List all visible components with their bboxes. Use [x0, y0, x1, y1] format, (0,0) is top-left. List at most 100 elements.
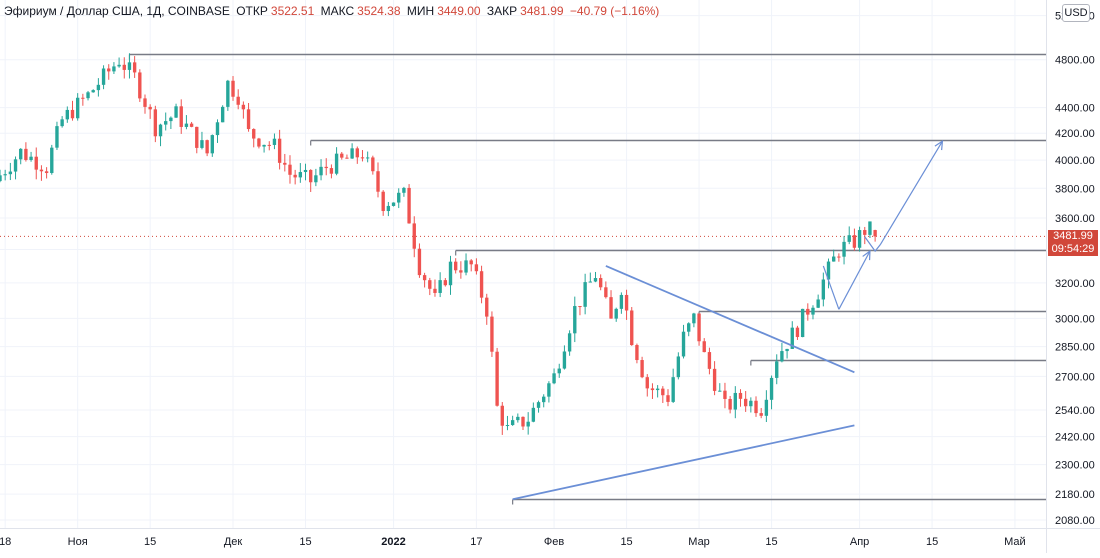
price-tick-label: 3800.00 — [1055, 183, 1095, 195]
time-tick-label: Апр — [850, 536, 869, 548]
price-tick-label: 2540.00 — [1055, 405, 1095, 417]
candle-body — [536, 402, 541, 408]
time-tick-label: 15 — [144, 536, 156, 548]
candle-body — [749, 400, 753, 407]
candle-body — [795, 327, 800, 338]
candle-body — [464, 260, 468, 273]
candle-body — [55, 126, 59, 148]
candle-body — [842, 241, 846, 257]
candle-body — [277, 138, 282, 163]
candle-body — [60, 119, 64, 127]
candle-body — [604, 287, 608, 298]
time-tick-label: 18 — [0, 536, 11, 548]
last-price-marker: 3481.99 09:54:29 — [1048, 230, 1098, 257]
candle-body — [184, 123, 189, 127]
candle-body — [583, 282, 587, 307]
candle-body — [402, 187, 406, 193]
candle-body — [806, 308, 810, 315]
candle-body — [428, 280, 432, 289]
candle-body — [179, 106, 183, 127]
candle-body — [650, 388, 655, 391]
time-tick-label: Дек — [224, 536, 243, 548]
candle-body — [96, 84, 101, 91]
candle-body — [220, 106, 225, 123]
candle-body — [65, 109, 69, 120]
candle-body — [200, 140, 204, 148]
candle-body — [505, 425, 510, 427]
candle-body — [231, 80, 235, 97]
candle-body — [707, 352, 712, 369]
candle-body — [164, 121, 168, 125]
candle-body — [821, 279, 826, 300]
candle-body — [640, 360, 644, 378]
candle-body — [567, 333, 572, 352]
candle-body — [459, 270, 463, 273]
candle-body — [490, 316, 494, 352]
candle-body — [433, 288, 437, 293]
candle-body — [101, 68, 106, 85]
candle-body — [619, 294, 624, 309]
candle-body — [417, 248, 422, 276]
projection-path — [822, 265, 840, 310]
grid — [0, 0, 1046, 528]
candle-body — [153, 109, 158, 137]
candle-body — [764, 399, 769, 416]
low-label: МИН — [406, 4, 435, 18]
candle-body — [775, 361, 779, 378]
time-tick-label: Фев — [544, 536, 564, 548]
candle-body — [474, 264, 479, 272]
candle-body — [573, 306, 577, 334]
candle-body — [324, 166, 328, 169]
candle-body — [0, 175, 2, 182]
candle-body — [485, 297, 489, 317]
candle-body — [837, 256, 841, 258]
candle-body — [780, 351, 784, 362]
candle-body — [8, 171, 13, 175]
candle-body — [702, 341, 706, 353]
candle-body — [873, 230, 877, 237]
candle-body — [29, 156, 33, 160]
candle-body — [138, 72, 142, 99]
price-tick-label: 4200.00 — [1055, 128, 1095, 140]
candle-body — [692, 313, 696, 324]
time-tick-label: 2022 — [381, 536, 405, 548]
projection-arrow-head — [862, 249, 871, 261]
candle-body — [811, 307, 815, 315]
close-label: ЗАКР — [486, 4, 518, 18]
time-tick-label: Май — [1004, 536, 1026, 548]
candle-body — [169, 117, 173, 122]
candle-body — [847, 235, 851, 242]
candle-body — [521, 416, 525, 427]
candle-body — [562, 351, 567, 369]
candle-body — [852, 235, 857, 248]
price-tick-label: 2080.00 — [1055, 515, 1095, 527]
candle-body — [257, 138, 261, 147]
candle-body — [309, 169, 313, 183]
candle-body — [117, 64, 121, 67]
candle-body — [542, 396, 546, 403]
candle-body — [863, 230, 867, 235]
price-tick-label: 4400.00 — [1055, 103, 1095, 115]
candle-body — [609, 297, 613, 319]
candle-body — [754, 400, 758, 414]
projection-arrow-line — [879, 140, 943, 245]
currency-button[interactable]: USD — [1062, 4, 1090, 22]
candle-body — [743, 398, 748, 407]
price-tick-label: 2180.00 — [1055, 489, 1095, 501]
candle-body — [412, 223, 416, 249]
open-value: 3522.51 — [270, 4, 315, 18]
candle-body — [769, 377, 774, 400]
last-price-label: 3481.99 — [1053, 230, 1093, 243]
candle-body — [598, 278, 603, 288]
projection-arrow-line — [838, 250, 871, 310]
close-value: 3481.99 — [520, 4, 564, 18]
candle-body — [469, 260, 473, 265]
candle-body — [671, 377, 675, 402]
candle-body — [189, 123, 194, 127]
candle-body — [738, 392, 743, 399]
candle-body — [143, 98, 147, 107]
candle-body — [365, 157, 370, 159]
candle-body — [75, 97, 80, 119]
